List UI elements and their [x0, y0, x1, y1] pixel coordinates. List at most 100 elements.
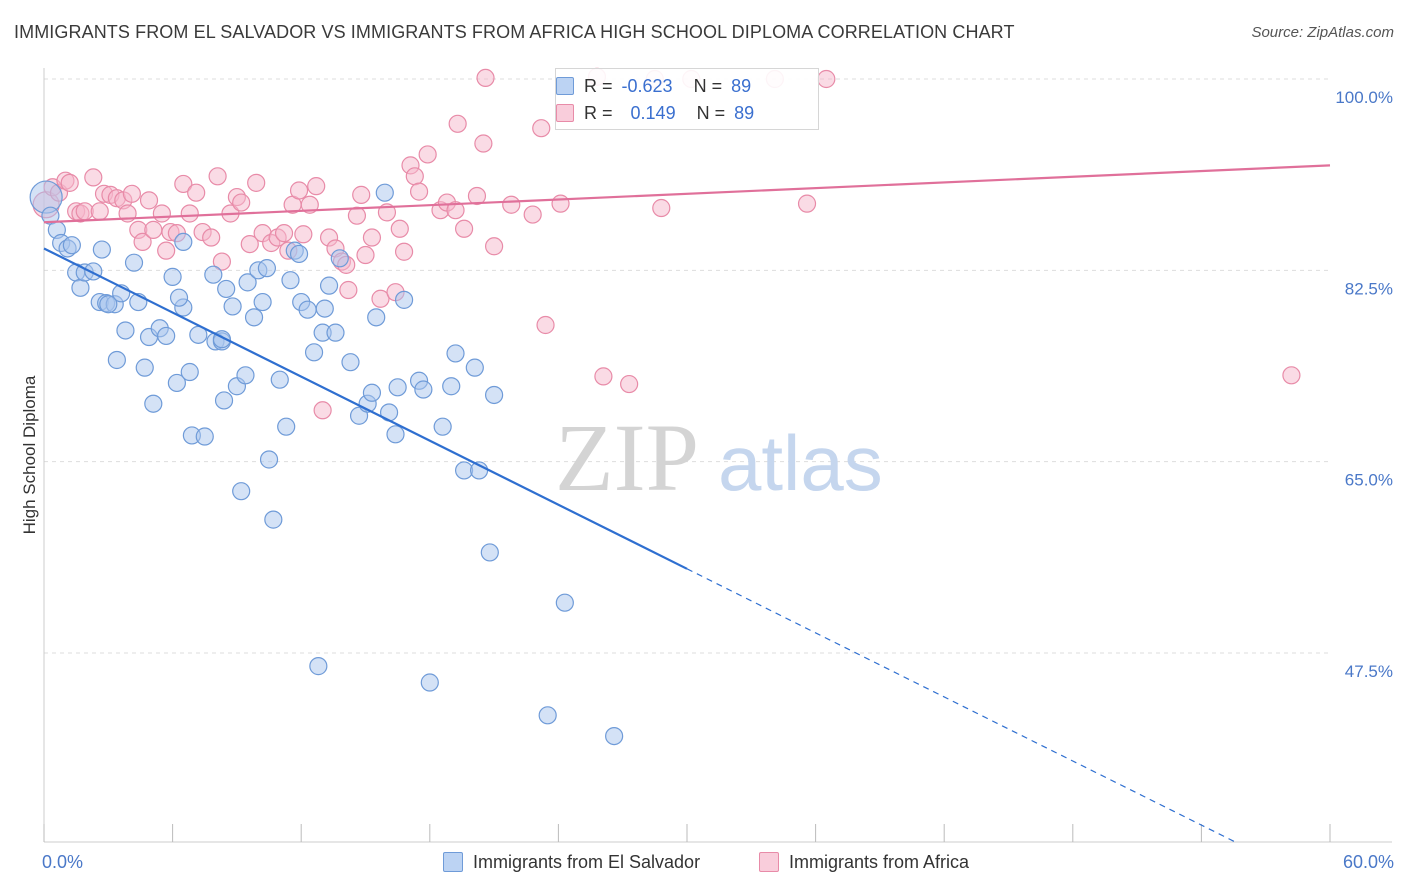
- x-tick-label-min: 0.0%: [42, 852, 84, 872]
- bottom-legend-el-salvador: Immigrants from El Salvador: [443, 852, 700, 873]
- africa-point: [1282, 366, 1301, 385]
- africa-point: [90, 202, 109, 221]
- africa-point: [347, 206, 367, 225]
- africa-point: [394, 242, 414, 261]
- el-salvador-point: [304, 343, 324, 362]
- africa-point: [339, 280, 358, 300]
- el-salvador-point: [289, 244, 309, 264]
- africa-point: [454, 219, 474, 238]
- el-salvador-point: [555, 593, 574, 612]
- africa-point: [467, 186, 487, 206]
- el-salvador-point: [367, 308, 386, 327]
- y-axis-label: High School Diploma: [20, 375, 39, 535]
- africa-point: [594, 367, 613, 386]
- africa-point: [208, 167, 227, 186]
- el-salvador-point: [485, 385, 504, 405]
- africa-point: [448, 114, 467, 133]
- legend-r-value: 0.149: [630, 103, 676, 123]
- legend-r-label: R =: [584, 76, 613, 96]
- africa-point: [418, 145, 437, 164]
- el-salvador-point: [326, 323, 345, 342]
- el-salvador-point: [92, 240, 111, 259]
- africa-point: [502, 195, 521, 214]
- africa-point: [532, 119, 551, 138]
- el-salvador-point: [232, 482, 251, 501]
- el-salvador-point: [204, 265, 223, 284]
- africa-point: [152, 204, 171, 223]
- el-salvador-point: [281, 271, 300, 290]
- el-salvador-point: [169, 288, 189, 307]
- el-salvador-point: [315, 299, 334, 318]
- africa-point: [362, 228, 382, 247]
- el-salvador-point: [433, 417, 452, 436]
- africa-point: [817, 69, 836, 89]
- africa-point: [122, 184, 141, 203]
- africa-point: [356, 245, 375, 265]
- grid-lines: [44, 78, 1330, 654]
- legend-n-value: 89: [734, 103, 755, 123]
- africa-point: [390, 219, 409, 238]
- africa-point: [144, 220, 163, 239]
- el-salvador-point: [124, 253, 144, 272]
- y-tick-label: 65.0%: [1345, 471, 1393, 490]
- el-salvador-trend-line: [43, 247, 688, 570]
- africa-point: [294, 225, 313, 244]
- el-salvador-point: [264, 510, 283, 529]
- africa-point: [409, 182, 429, 201]
- el-salvador-point: [465, 358, 484, 377]
- el-salvador-point: [223, 297, 242, 316]
- africa-point: [446, 201, 465, 220]
- el-salvador-point: [238, 273, 257, 292]
- africa-trend-line: [43, 164, 1331, 224]
- legend-row-el-salvador: R = -0.623 N = 89: [556, 76, 752, 97]
- el-salvador-point: [298, 300, 317, 319]
- el-salvador-point: [116, 321, 135, 340]
- africa-point: [797, 194, 817, 213]
- africa-point: [620, 374, 639, 394]
- africa-point: [476, 68, 495, 88]
- africa-point: [523, 205, 542, 224]
- legend-n-value: 89: [731, 76, 752, 96]
- el-salvador-point: [330, 249, 349, 268]
- trend-lines: [43, 164, 1331, 843]
- africa-point: [187, 183, 206, 202]
- el-salvador-point: [253, 292, 272, 312]
- el-salvador-point: [442, 377, 461, 396]
- el-salvador-point: [388, 378, 407, 397]
- africa-point: [157, 241, 176, 260]
- y-tick-label: 100.0%: [1335, 88, 1393, 107]
- bottom-legend-swatch-pink: [759, 852, 779, 872]
- el-salvador-point: [244, 308, 264, 327]
- el-salvador-point: [236, 366, 255, 385]
- y-tick-labels: 47.5% 65.0% 82.5% 100.0%: [1335, 88, 1393, 681]
- watermark-atlas: atlas: [718, 419, 883, 507]
- el-salvador-point: [414, 380, 433, 399]
- chart-source: Source: ZipAtlas.com: [1251, 24, 1394, 41]
- el-salvador-point: [309, 657, 328, 676]
- el-salvador-point: [257, 259, 277, 278]
- el-salvador-point: [341, 353, 360, 372]
- el-salvador-point: [84, 262, 103, 281]
- x-tick-label-max: 60.0%: [1342, 852, 1394, 872]
- bottom-legend-label: Immigrants from Africa: [789, 852, 970, 872]
- watermark-zip: ZIP: [555, 404, 699, 511]
- points: [29, 67, 1301, 746]
- africa-point: [174, 174, 193, 194]
- legend-r-label: R =: [584, 103, 613, 123]
- legend-row-africa: R = 0.149 N = 89: [556, 103, 755, 124]
- africa-point: [212, 252, 231, 271]
- bottom-legend-label: Immigrants from El Salvador: [473, 852, 701, 872]
- el-salvador-point: [195, 427, 214, 446]
- el-salvador-point: [386, 425, 405, 444]
- africa-point: [474, 134, 493, 153]
- el-salvador-point: [135, 358, 154, 377]
- legend-swatch-blue: [556, 77, 574, 95]
- africa-point: [371, 289, 390, 308]
- el-salvador-point: [71, 278, 90, 297]
- el-salvador-point: [375, 183, 394, 202]
- el-salvador-trend-extension: [686, 568, 1236, 843]
- el-salvador-point: [163, 267, 182, 286]
- bottom-legend-swatch-blue: [443, 852, 463, 872]
- el-salvador-point: [167, 373, 186, 393]
- el-salvador-point: [180, 362, 199, 382]
